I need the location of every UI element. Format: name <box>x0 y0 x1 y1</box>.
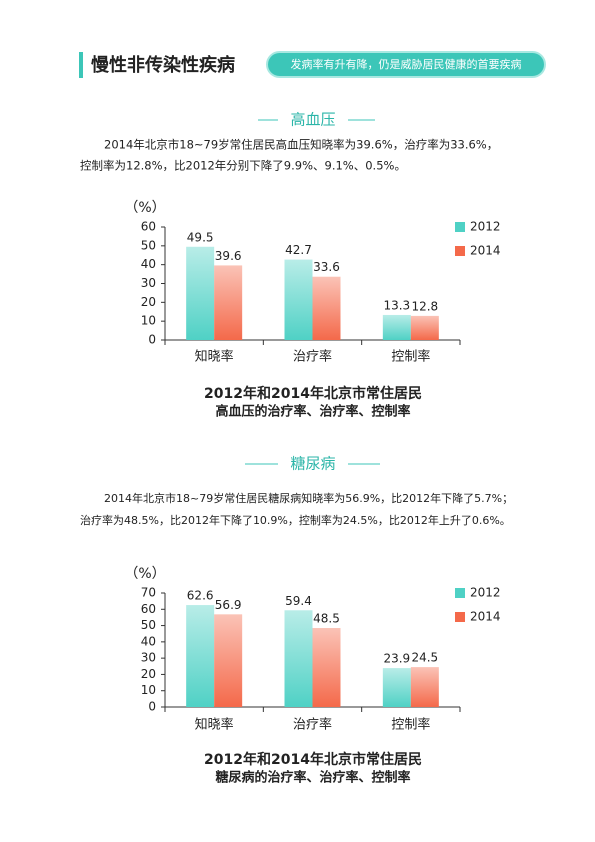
y-tick-label: 60 <box>141 602 156 616</box>
y-tick-label: 20 <box>141 667 156 681</box>
paragraph-line: 治疗率为48.5%，比2012年下降了10.9%，控制率为24.5%，比2012… <box>80 513 511 527</box>
legend-label: 2014 <box>470 610 501 624</box>
chart-title: 2012年和2014年北京市常住居民 <box>204 385 422 402</box>
chart-title: 2012年和2014年北京市常住居民 <box>204 751 422 768</box>
y-tick-label: 30 <box>141 651 156 665</box>
bar <box>214 614 243 707</box>
legend-swatch <box>455 246 465 256</box>
tagline: 发病率有升有降，仍是威胁居民健康的首要疾病 <box>291 57 522 71</box>
legend-swatch <box>455 612 465 622</box>
x-tick-label: 治疗率 <box>293 717 332 733</box>
x-tick-label: 知晓率 <box>195 349 234 365</box>
value-label: 12.8 <box>411 299 438 313</box>
paragraph-line: 控制率为12.8%，比2012年分别下降了9.9%、9.1%、0.5%。 <box>80 159 406 173</box>
section-heading: 糖尿病 <box>290 455 335 473</box>
bar <box>382 314 411 340</box>
bar <box>284 259 313 340</box>
bar <box>312 276 341 340</box>
value-label: 56.9 <box>215 598 242 612</box>
value-label: 23.9 <box>383 652 410 666</box>
bar <box>410 315 439 340</box>
legend-label: 2012 <box>470 586 501 600</box>
y-tick-label: 0 <box>148 333 156 347</box>
title-bar <box>79 52 83 78</box>
bar <box>382 668 411 707</box>
y-tick-label: 50 <box>141 238 156 252</box>
x-tick-label: 控制率 <box>391 349 430 365</box>
value-label: 13.3 <box>383 298 410 312</box>
legend-swatch <box>455 222 465 232</box>
bar <box>186 246 215 340</box>
y-tick-label: 50 <box>141 618 156 632</box>
y-tick-label: 60 <box>141 220 156 234</box>
y-tick-label: 10 <box>141 314 156 328</box>
value-label: 49.5 <box>187 230 214 244</box>
y-tick-label: 20 <box>141 295 156 309</box>
tagline-pill <box>266 51 546 78</box>
y-axis-label: （%） <box>124 566 165 582</box>
value-label: 62.6 <box>187 589 214 603</box>
legend-label: 2014 <box>470 244 501 258</box>
legend-swatch <box>455 588 465 598</box>
y-tick-label: 10 <box>141 683 156 697</box>
paragraph-line: 2014年北京市18~79岁常住居民糖尿病知晓率为56.9%，比2012年下降了… <box>104 491 513 505</box>
y-axis-label: （%） <box>124 200 165 216</box>
paragraph-line: 2014年北京市18~79岁常住居民高血压知晓率为39.6%，治疗率为33.6%… <box>104 138 498 152</box>
legend-label: 2012 <box>470 220 501 234</box>
x-tick-label: 治疗率 <box>293 349 332 365</box>
section-heading: 高血压 <box>290 111 335 129</box>
y-tick-label: 30 <box>141 276 156 290</box>
x-tick-label: 控制率 <box>391 717 430 733</box>
y-tick-label: 40 <box>141 257 156 271</box>
chart-subtitle: 高血压的治疗率、治疗率、控制率 <box>215 404 410 420</box>
page-title: 慢性非传染性疾病 <box>91 54 235 76</box>
y-tick-label: 70 <box>141 586 156 600</box>
y-tick-label: 40 <box>141 634 156 648</box>
bar <box>214 265 243 340</box>
bar <box>410 667 439 707</box>
value-label: 59.4 <box>285 594 312 608</box>
value-label: 42.7 <box>285 243 312 257</box>
y-tick-label: 0 <box>148 700 156 714</box>
bar <box>312 628 341 707</box>
x-tick-label: 知晓率 <box>195 717 234 733</box>
value-label: 39.6 <box>215 249 242 263</box>
chart-subtitle: 糖尿病的治疗率、治疗率、控制率 <box>215 770 410 786</box>
value-label: 24.5 <box>411 651 438 665</box>
value-label: 48.5 <box>313 612 340 626</box>
bar <box>284 610 313 707</box>
bar <box>186 605 215 707</box>
value-label: 33.6 <box>313 260 340 274</box>
